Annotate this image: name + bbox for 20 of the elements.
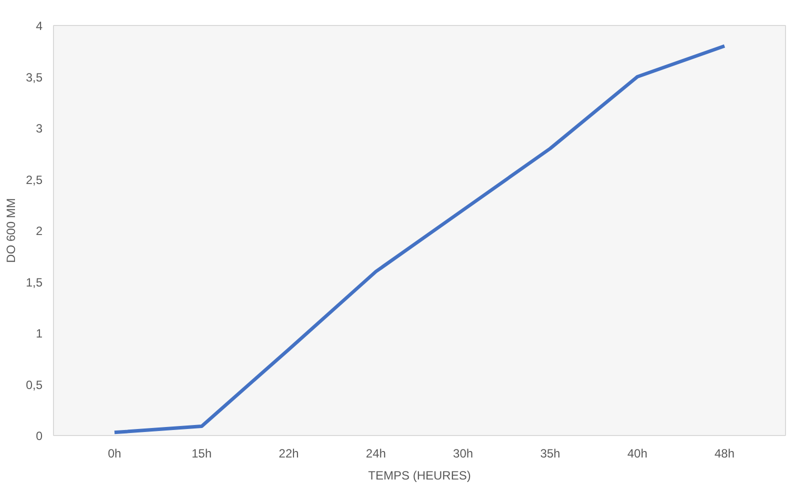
y-tick-label: 3 (36, 122, 43, 136)
y-tick-label: 1 (36, 326, 43, 340)
x-tick-label: 35h (540, 446, 560, 460)
x-tick-label: 48h (714, 446, 735, 460)
x-tick-label: 22h (278, 446, 299, 460)
x-tick-label: 40h (627, 446, 648, 460)
x-tick-label: 0h (108, 446, 122, 460)
y-tick-label: 4 (36, 19, 43, 33)
y-tick-label: 2,5 (26, 172, 43, 187)
y-axis-title: DO 600 MM (4, 198, 18, 263)
y-tick-label: 1,5 (26, 275, 43, 290)
x-tick-label: 24h (366, 446, 386, 460)
y-tick-label: 2 (36, 224, 43, 238)
y-tick-label: 0,5 (26, 378, 43, 392)
line-series (112, 44, 726, 434)
x-axis-title: TEMPS (HEURES) (368, 468, 471, 482)
x-tick-label: 30h (453, 446, 474, 460)
y-tick-label: 0 (36, 429, 43, 443)
x-tick-label: 15h (192, 446, 212, 460)
y-tick-label: 3,5 (26, 70, 43, 84)
